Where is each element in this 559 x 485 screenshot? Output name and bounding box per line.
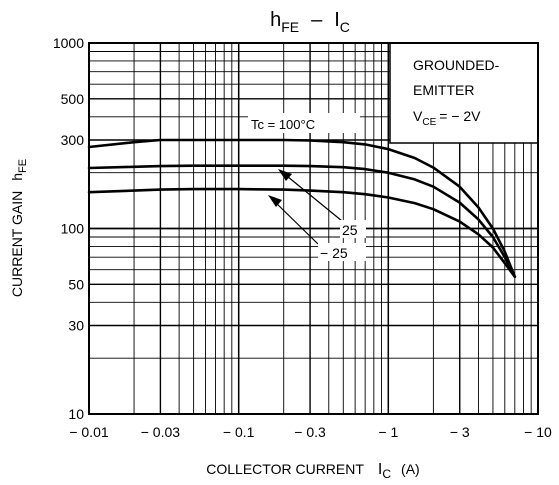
- x-axis-label: COLLECTOR CURRENT IC (A): [206, 461, 419, 481]
- y-tick-label: 50: [68, 276, 84, 292]
- series-label-minus-25: − 25: [320, 245, 348, 261]
- x-tick-label: − 0.01: [69, 424, 109, 440]
- y-axis-symbol-sub: FE: [17, 159, 29, 173]
- label-bg-25: [340, 220, 366, 238]
- condition-box: [389, 42, 539, 144]
- x-tick-label: − 3: [450, 424, 470, 440]
- x-axis-symbol: I: [378, 461, 382, 478]
- condition-line-1: GROUNDED-: [413, 57, 500, 73]
- condition-line-2: EMITTER: [413, 82, 474, 98]
- x-axis-symbol-sub: C: [382, 467, 391, 481]
- arrow-m25-head: [268, 195, 282, 207]
- title-separator: –: [311, 9, 323, 31]
- y-tick-label: 500: [61, 91, 85, 107]
- series-label-100c: Tc = 100°C: [251, 117, 315, 132]
- series-line-25: [87, 164, 517, 279]
- y-axis-symbol: h: [9, 173, 25, 181]
- label-arrows: [268, 169, 343, 245]
- arrow-25-head: [278, 169, 292, 181]
- chart-title: hFE – IC: [270, 9, 350, 35]
- y-tick-label: 30: [68, 317, 84, 333]
- x-tick-label: − 10: [524, 424, 552, 440]
- y-axis-label-text: CURRENT GAIN: [9, 191, 25, 297]
- arrow-25: [281, 171, 343, 222]
- series-line-100c: [87, 138, 517, 279]
- vce-subscript: CE: [422, 117, 436, 128]
- title-symbol-sub: FE: [281, 19, 299, 35]
- x-axis-unit: (A): [401, 461, 420, 477]
- x-tick-label: − 0.03: [141, 424, 181, 440]
- condition-vce: VCE = − 2V: [413, 108, 481, 128]
- x-tick-label: − 0.1: [223, 424, 255, 440]
- label-bg-m25: [318, 243, 366, 261]
- x-tick-label: − 1: [378, 424, 398, 440]
- vce-symbol: V: [413, 108, 423, 124]
- vce-value: = − 2V: [439, 108, 481, 124]
- y-tick-label: 10: [68, 406, 84, 422]
- y-axis-label: CURRENT GAIN hFE: [9, 159, 29, 297]
- arrow-m25: [271, 198, 319, 245]
- y-tick-label: 1000: [53, 35, 84, 51]
- title-right-sub: C: [340, 19, 350, 35]
- x-tick-labels: − 0.01 − 0.03 − 0.1 − 0.3 − 1 − 3 − 10: [69, 424, 552, 440]
- grid-lines: [88, 42, 539, 415]
- title-right-symbol: I: [334, 9, 340, 31]
- plot-frame: [88, 42, 539, 415]
- label-bg-100: [248, 113, 360, 133]
- x-axis-label-text: COLLECTOR CURRENT: [206, 461, 364, 477]
- series-lines: [87, 138, 517, 279]
- series-line-minus-25: [87, 187, 517, 279]
- title-symbol: h: [270, 9, 281, 31]
- y-tick-labels: 10 30 50 100 300 500 1000: [53, 35, 84, 422]
- y-tick-label: 100: [61, 221, 85, 237]
- series-label-25: 25: [342, 222, 358, 238]
- x-tick-label: − 0.3: [294, 424, 326, 440]
- y-tick-label: 300: [61, 132, 85, 148]
